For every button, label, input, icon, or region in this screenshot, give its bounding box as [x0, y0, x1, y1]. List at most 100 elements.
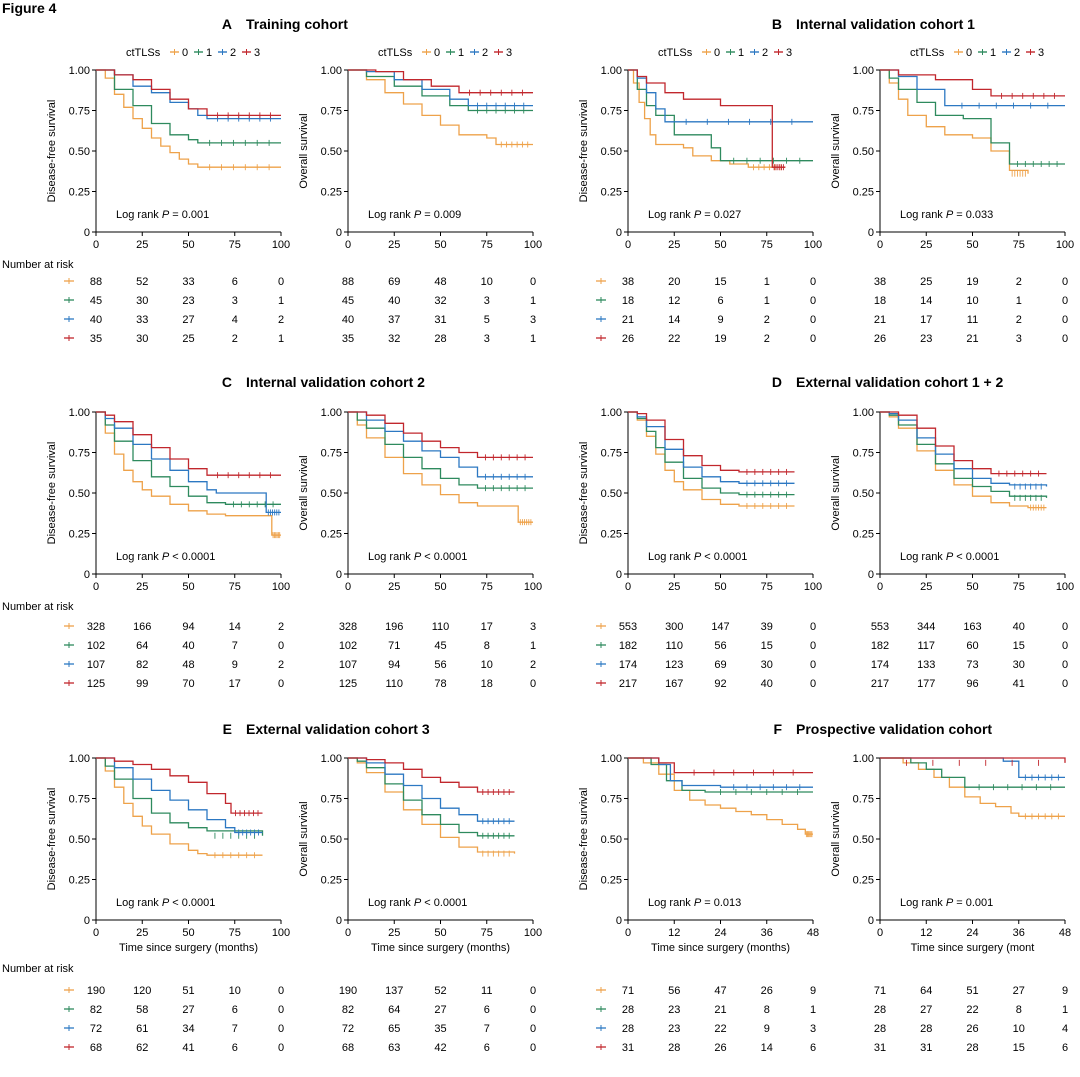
risk-value: 64: [388, 1004, 400, 1016]
y-tick-label: 0.50: [69, 146, 90, 158]
km-curve-series-3: [628, 69, 786, 168]
risk-value: 35: [90, 333, 102, 345]
y-tick-label: 0.75: [321, 106, 342, 118]
y-tick-label: 0: [336, 227, 342, 239]
risk-value: 12: [668, 295, 680, 307]
x-tick-label: 75: [1013, 581, 1025, 593]
panel-title-f: F Prospective validation cohort: [773, 721, 992, 737]
panel-letter: E: [223, 721, 232, 737]
risk-value: 123: [665, 659, 683, 671]
risk-value: 68: [90, 1042, 102, 1054]
km-curve-series-0: [628, 757, 813, 835]
risk-value: 0: [1062, 333, 1068, 345]
risk-value: 38: [874, 276, 886, 288]
risk-value: 40: [182, 640, 194, 652]
x-tick-label: 75: [229, 581, 241, 593]
risk-value: 328: [339, 621, 357, 633]
km-chart-0: 0 0.25 0.50 0.75 1.00 0 25 50 75 100 Disease-free …: [46, 65, 290, 345]
log-rank-annotation: Log rank P = 0.001: [900, 897, 993, 909]
risk-value: 20: [668, 276, 680, 288]
y-tick-label: 0.25: [853, 529, 874, 541]
risk-table-label: Number at risk: [2, 601, 74, 613]
risk-value: 10: [229, 985, 241, 997]
risk-value: 1: [530, 295, 536, 307]
km-curve-series-2: [96, 757, 263, 834]
legend-entry-1: 1: [738, 47, 744, 59]
log-rank-annotation: Log rank P = 0.027: [648, 209, 741, 221]
risk-value: 22: [714, 1023, 726, 1035]
km-curve-series-2: [880, 411, 1048, 487]
km-curve-series-3: [96, 69, 281, 117]
km-chart-4: 0 0.25 0.50 0.75 1.00 0 25 50 75 100 Disease-free …: [46, 407, 290, 690]
km-curve-series-3: [96, 757, 263, 814]
risk-value: 68: [342, 1042, 354, 1054]
risk-value: 15: [1013, 1042, 1025, 1054]
risk-value: 10: [481, 276, 493, 288]
legend-title: ctTLSs: [378, 47, 413, 59]
panel-letter: A: [222, 16, 232, 32]
y-tick-label: 0: [336, 569, 342, 581]
risk-value: 27: [920, 1004, 932, 1016]
x-tick-label: 25: [920, 581, 932, 593]
risk-value: 6: [484, 1004, 490, 1016]
risk-value: 0: [530, 985, 536, 997]
risk-value: 11: [967, 314, 978, 326]
risk-value: 300: [665, 621, 683, 633]
risk-value: 21: [966, 333, 978, 345]
risk-value: 38: [622, 276, 634, 288]
risk-value: 17: [920, 314, 932, 326]
y-tick-label: 0: [616, 569, 622, 581]
risk-value: 69: [388, 276, 400, 288]
risk-value: 102: [339, 640, 357, 652]
risk-value: 15: [761, 640, 773, 652]
panel-title-d: D External validation cohort 1 + 2: [772, 374, 1004, 390]
y-tick-label: 0: [84, 915, 90, 927]
x-tick-label: 12: [668, 927, 680, 939]
x-axis-label: Time since surgery (months): [119, 942, 258, 954]
x-axis-label: Time since surgery (months): [371, 942, 510, 954]
risk-value: 6: [232, 1042, 238, 1054]
risk-value: 92: [714, 678, 726, 690]
x-tick-label: 25: [136, 581, 148, 593]
log-rank-annotation: Log rank P = 0.001: [116, 209, 209, 221]
risk-value: 0: [278, 276, 284, 288]
x-tick-label: 50: [182, 239, 194, 251]
risk-value: 0: [278, 1004, 284, 1016]
y-tick-label: 0.75: [601, 106, 622, 118]
risk-value: 25: [182, 333, 194, 345]
risk-value: 45: [342, 295, 354, 307]
x-tick-label: 75: [761, 239, 773, 251]
risk-value: 17: [481, 621, 493, 633]
risk-value: 25: [920, 276, 932, 288]
x-tick-label: 0: [345, 239, 351, 251]
legend-entry-0: 0: [182, 47, 188, 59]
y-tick-label: 0.25: [601, 529, 622, 541]
risk-value: 10: [966, 295, 978, 307]
risk-table-label: Number at risk: [2, 259, 74, 271]
x-tick-label: 24: [714, 927, 726, 939]
risk-value: 4: [1062, 1023, 1068, 1035]
risk-value: 1: [764, 295, 770, 307]
y-axis-label: Overall survival: [298, 113, 310, 188]
risk-value: 64: [136, 640, 148, 652]
risk-value: 27: [182, 1004, 194, 1016]
legend-entry-0: 0: [434, 47, 440, 59]
log-rank-annotation: Log rank P < 0.0001: [648, 551, 747, 563]
risk-value: 0: [530, 678, 536, 690]
risk-value: 14: [668, 314, 680, 326]
y-tick-label: 0.25: [69, 875, 90, 887]
x-tick-label: 25: [136, 927, 148, 939]
risk-value: 31: [434, 314, 446, 326]
x-tick-label: 75: [761, 581, 773, 593]
y-tick-label: 1.00: [853, 753, 874, 765]
panel-title-text: Prospective validation cohort: [796, 721, 992, 737]
risk-value: 117: [917, 640, 935, 652]
risk-value: 9: [810, 985, 816, 997]
risk-value: 9: [764, 1023, 770, 1035]
risk-value: 94: [182, 621, 194, 633]
risk-value: 2: [278, 314, 284, 326]
risk-value: 40: [90, 314, 102, 326]
y-tick-label: 0.50: [601, 834, 622, 846]
risk-value: 82: [342, 1004, 354, 1016]
